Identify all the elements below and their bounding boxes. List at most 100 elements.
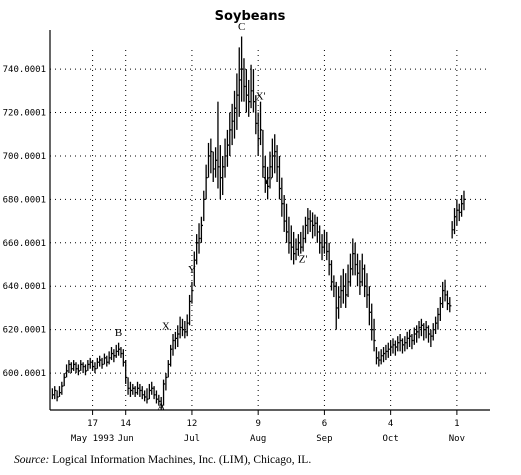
x-tick-label: 9	[255, 419, 260, 429]
price-bar	[413, 327, 416, 345]
y-tick-label: 640.0001	[3, 282, 46, 292]
x-month-label: Sep	[316, 434, 332, 444]
price-bar	[285, 203, 289, 243]
price-bar	[307, 208, 310, 235]
axes	[49, 30, 490, 415]
price-bar	[205, 164, 208, 200]
y-tick-label: 680.0001	[3, 195, 46, 205]
price-bar	[51, 388, 54, 400]
price-bar	[188, 294, 192, 326]
price-bar	[84, 364, 88, 376]
price-bar	[401, 338, 405, 354]
price-bar	[442, 281, 445, 308]
price-bar	[330, 260, 334, 291]
price-bar	[387, 342, 390, 358]
annotation-label: A	[157, 401, 165, 413]
source-note: Source: Logical Information Machines, In…	[14, 454, 311, 466]
price-bar	[349, 253, 353, 287]
price-bar	[136, 381, 140, 395]
price-bar	[271, 138, 274, 178]
source-label: Source:	[14, 454, 50, 466]
price-bar	[193, 251, 196, 287]
price-bar	[389, 340, 393, 356]
price-bar	[217, 101, 220, 189]
price-bar	[463, 190, 466, 211]
price-bar	[345, 273, 348, 308]
price-bar	[333, 275, 336, 298]
x-tick-label: 6	[322, 419, 327, 429]
price-bar	[262, 129, 265, 178]
annotation-label: B	[115, 327, 122, 339]
price-bar	[373, 318, 376, 352]
x-axis-ticks: 17 May 1993 14 Jun 12 Jul 9 Aug 6 Sep 4 Oct 1 Nov	[71, 419, 465, 444]
price-bar	[162, 379, 166, 406]
price-bar	[174, 331, 177, 350]
price-bar	[458, 203, 461, 222]
price-bar	[356, 253, 360, 287]
price-bar	[347, 264, 350, 298]
price-bar	[295, 238, 298, 261]
price-bar	[153, 386, 156, 400]
price-bar	[141, 386, 144, 400]
price-bar	[439, 297, 442, 321]
x-tick-label: 14	[120, 419, 131, 429]
price-bar	[56, 390, 59, 402]
price-bar	[167, 360, 170, 378]
price-bar	[342, 268, 345, 304]
price-bar	[366, 273, 369, 308]
price-bar	[73, 360, 76, 371]
y-tick-label: 720.0001	[3, 109, 46, 119]
price-bar	[378, 351, 381, 367]
price-bar	[248, 79, 251, 117]
price-bar	[460, 195, 464, 217]
price-bar	[134, 386, 137, 397]
price-bar	[196, 234, 199, 265]
price-bar	[281, 177, 284, 217]
price-bar	[177, 325, 180, 348]
price-bar	[266, 166, 270, 200]
price-bar	[77, 364, 80, 376]
price-bar	[427, 325, 431, 343]
price-bar	[87, 360, 90, 371]
x-tick-label: 17	[87, 419, 98, 429]
price-bar	[423, 323, 426, 341]
price-bar	[117, 342, 121, 356]
price-bar	[240, 36, 244, 102]
price-bar	[226, 129, 230, 167]
price-bar	[290, 225, 293, 261]
price-bar	[169, 344, 173, 367]
price-bar	[430, 329, 433, 348]
price-bar	[274, 134, 277, 174]
price-bar	[115, 344, 118, 358]
price-bar	[129, 381, 133, 397]
price-bar	[113, 349, 116, 363]
price-bar	[411, 334, 414, 350]
price-bar	[451, 221, 454, 239]
price-bar	[75, 362, 78, 374]
price-bar	[259, 101, 263, 146]
price-bar	[245, 69, 248, 113]
price-bar	[191, 281, 194, 304]
price-bar	[311, 212, 315, 239]
price-bar	[160, 396, 163, 410]
price-bar	[385, 344, 388, 361]
price-bar	[214, 147, 218, 178]
price-bar	[255, 95, 258, 135]
price-bar	[89, 357, 92, 369]
price-bar	[252, 69, 256, 113]
chart-title: Soybeans	[215, 9, 286, 24]
price-bar	[122, 349, 125, 367]
price-bar	[456, 199, 459, 226]
price-bar	[380, 349, 383, 365]
price-bar	[304, 216, 308, 243]
price-bar	[68, 360, 71, 374]
price-bar	[335, 281, 338, 330]
price-bar	[110, 347, 114, 361]
price-bar	[212, 151, 215, 182]
price-bar	[328, 242, 331, 276]
price-bar	[394, 340, 397, 356]
price-bar	[340, 275, 343, 308]
price-bar	[404, 336, 407, 352]
price-bar	[233, 90, 237, 139]
price-bar	[361, 253, 364, 287]
